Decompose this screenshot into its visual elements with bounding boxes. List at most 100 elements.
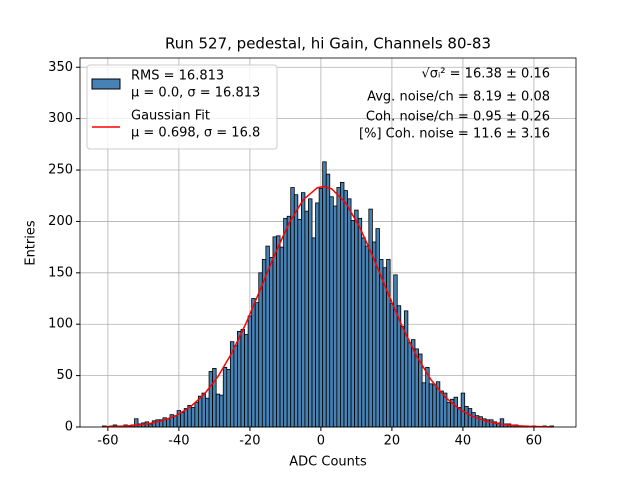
- bar: [233, 345, 238, 428]
- bar: [340, 181, 345, 428]
- x-tick-label: 0: [317, 434, 325, 449]
- bar: [226, 369, 231, 428]
- bar: [304, 210, 309, 428]
- bar: [212, 368, 217, 428]
- bar: [407, 342, 412, 428]
- bar: [428, 383, 434, 428]
- x-axis-label: ADC Counts: [289, 455, 367, 470]
- y-tick-label: 0: [65, 420, 73, 435]
- bar: [361, 237, 366, 428]
- bar: [219, 394, 224, 428]
- annotation: Avg. noise/ch = 8.19 ± 0.08: [367, 90, 550, 105]
- y-tick-label: 50: [56, 368, 73, 383]
- bar: [244, 334, 249, 428]
- fit-line: [104, 185, 552, 428]
- bar: [393, 274, 398, 428]
- bar: [198, 395, 203, 428]
- bar: [208, 371, 214, 428]
- bar: [350, 220, 356, 428]
- bar: [166, 418, 171, 428]
- bar: [300, 192, 306, 428]
- bar: [286, 215, 292, 428]
- bar: [247, 315, 253, 428]
- y-tick-label: 150: [48, 265, 73, 280]
- bar: [322, 161, 327, 428]
- bar: [318, 188, 324, 428]
- bar: [347, 198, 352, 428]
- bar: [467, 408, 473, 428]
- bar: [432, 384, 437, 428]
- x-tick-label: 40: [455, 434, 472, 449]
- bar: [311, 237, 316, 428]
- bar: [343, 190, 348, 428]
- bar: [403, 310, 409, 428]
- annotation: Coh. noise/ch = 0.95 ± 0.26: [366, 110, 550, 125]
- bar: [389, 303, 395, 428]
- x-tick-label: -20: [239, 434, 260, 449]
- bar: [364, 245, 370, 428]
- bar: [414, 348, 419, 428]
- bar: [251, 298, 256, 428]
- bar: [293, 194, 299, 428]
- bar: [421, 382, 427, 428]
- bar: [499, 418, 505, 428]
- bar: [148, 423, 153, 428]
- y-tick-label: 100: [48, 317, 73, 332]
- bar: [329, 196, 334, 428]
- plot-frame: [79, 57, 577, 428]
- bar: [279, 246, 285, 428]
- y-tick-label: 300: [48, 111, 73, 126]
- bar: [368, 208, 373, 428]
- bar: [201, 392, 206, 428]
- bar: [453, 396, 458, 428]
- bar: [439, 390, 444, 428]
- bar: [357, 217, 363, 428]
- bar: [205, 397, 210, 428]
- bar: [297, 218, 302, 428]
- bar: [272, 236, 277, 428]
- bar: [336, 187, 341, 428]
- bar: [354, 209, 359, 428]
- bar: [240, 328, 245, 428]
- bar: [190, 407, 196, 428]
- bar: [464, 406, 469, 428]
- bar: [332, 205, 338, 428]
- y-tick-label: 200: [48, 214, 73, 229]
- bar: [379, 259, 384, 428]
- bar: [283, 217, 288, 428]
- chart-title: Run 527, pedestal, hi Gain, Channels 80-…: [165, 35, 491, 53]
- x-tick-label: -60: [97, 434, 118, 449]
- bar: [215, 393, 221, 428]
- x-tick-label: 20: [384, 434, 401, 449]
- annotation: [%] Coh. noise = 11.6 ± 3.16: [359, 127, 550, 142]
- legend-box: [86, 64, 278, 150]
- bar: [371, 241, 377, 428]
- bar: [254, 302, 260, 428]
- bar: [489, 419, 494, 428]
- x-tick-label: -40: [168, 434, 189, 449]
- x-tick-label: 60: [526, 434, 543, 449]
- bar: [396, 305, 402, 428]
- bar: [315, 202, 320, 428]
- legend-label: Gaussian Fit: [131, 109, 210, 124]
- bar: [290, 187, 295, 428]
- bar: [400, 325, 405, 428]
- bar: [446, 401, 451, 428]
- bar: [194, 401, 199, 428]
- bar: [222, 366, 228, 428]
- bar: [386, 259, 391, 428]
- bar: [180, 412, 185, 428]
- annotation: √σᵢ² = 16.38 ± 0.16: [421, 67, 550, 82]
- legend-swatch: [91, 78, 121, 90]
- bar: [375, 228, 380, 428]
- bar: [471, 412, 476, 428]
- bar: [308, 198, 313, 428]
- legend-label: μ = 0.0, σ = 16.813: [131, 86, 260, 101]
- y-tick-label: 250: [48, 163, 73, 178]
- legend-label: μ = 0.698, σ = 16.8: [131, 126, 260, 141]
- bar: [237, 331, 242, 428]
- bar: [325, 173, 331, 428]
- bar: [258, 272, 263, 428]
- y-axis-label: Entries: [24, 220, 39, 266]
